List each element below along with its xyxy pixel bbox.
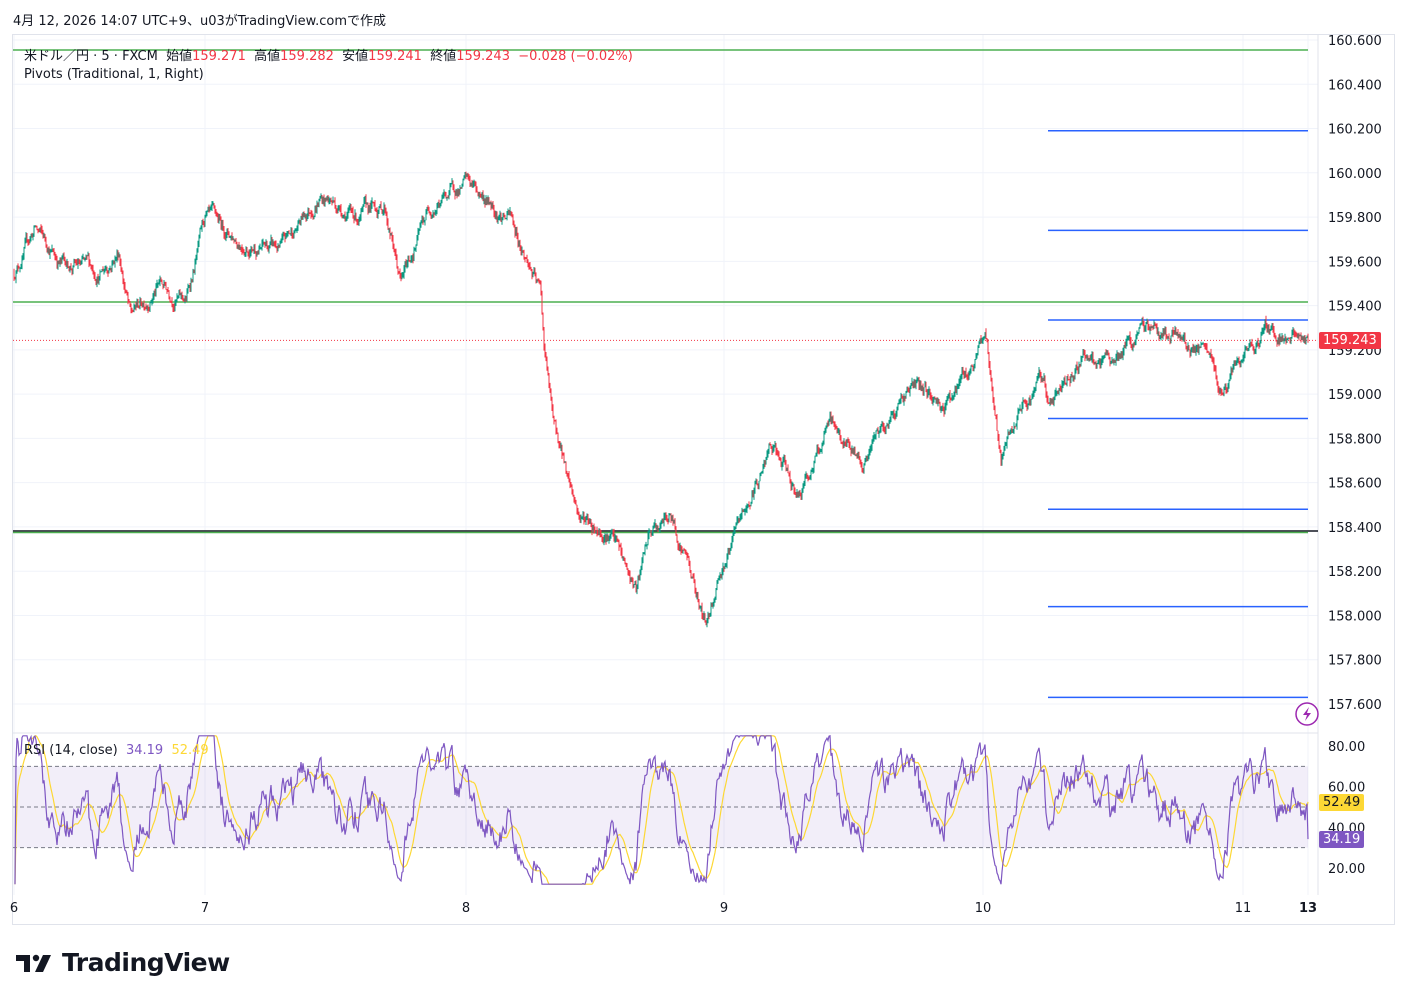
price-tick-label: 157.800 — [1328, 654, 1382, 669]
candles — [13, 171, 1309, 628]
time-tick-label: 10 — [975, 901, 992, 916]
time-tick-label: 11 — [1235, 901, 1252, 916]
last-price-badge: 159.243 — [1319, 332, 1381, 349]
rsi-badge: 34.19 — [1319, 831, 1365, 848]
price-tick-label: 158.000 — [1328, 609, 1382, 624]
rsi-tick-label: 20.00 — [1328, 862, 1365, 877]
price-tick-label: 160.000 — [1328, 167, 1382, 182]
price-tick-label: 158.800 — [1328, 432, 1382, 447]
grid — [13, 35, 1319, 895]
rsi-legend[interactable]: RSI (14, close) 34.19 52.49 — [24, 743, 209, 758]
lightning-icon[interactable] — [1295, 702, 1319, 726]
low-label: 安値 — [342, 49, 369, 64]
price-tick-label: 160.200 — [1328, 123, 1382, 138]
price-tick-label: 158.400 — [1328, 521, 1382, 536]
price-tick-label: 158.200 — [1328, 565, 1382, 580]
high-label: 高値 — [254, 49, 281, 64]
time-tick-label: 13 — [1299, 901, 1317, 916]
chart-frame — [12, 34, 1395, 925]
rsi-value: 34.19 — [125, 743, 164, 758]
change-value: −0.028 (−0.02%) — [518, 49, 633, 64]
price-tick-label: 159.400 — [1328, 300, 1382, 315]
rsi-ma-badge: 52.49 — [1319, 794, 1365, 811]
price-tick-label: 160.400 — [1328, 78, 1382, 93]
price-tick-label: 159.000 — [1328, 388, 1382, 403]
rsi-line — [14, 734, 1309, 885]
close-value: 159.243 — [456, 49, 510, 64]
high-value: 159.282 — [280, 49, 334, 64]
pivot-lines — [13, 49, 1318, 699]
rsi-tick-label: 60.00 — [1328, 781, 1365, 796]
rsi-tick-label: 80.00 — [1328, 740, 1365, 755]
time-tick-label: 7 — [201, 901, 209, 916]
time-tick-label: 8 — [462, 901, 470, 916]
time-tick-label: 9 — [720, 901, 728, 916]
rsi-pane — [13, 734, 1309, 885]
symbol-name[interactable]: 米ドル／円 · 5 · FXCM — [24, 49, 158, 64]
price-tick-label: 158.600 — [1328, 477, 1382, 492]
tradingview-logo-text: TradingView — [62, 948, 230, 977]
low-value: 159.241 — [368, 49, 422, 64]
open-label: 始値 — [166, 49, 193, 64]
open-value: 159.271 — [192, 49, 246, 64]
symbol-legend: 米ドル／円 · 5 · FXCM 始値159.271 高値159.282 安値1… — [24, 45, 633, 64]
tradingview-logo-icon — [16, 954, 51, 972]
close-label: 終値 — [430, 49, 457, 64]
axes: 160.600 160.400 160.200 160.000 159.800 159.6… — [10, 34, 1382, 916]
rsi-ma-value: 52.49 — [171, 743, 209, 758]
price-tick-label: 160.600 — [1328, 34, 1382, 49]
time-tick-label: 6 — [10, 901, 18, 916]
price-tick-label: 157.600 — [1328, 698, 1382, 713]
rsi-name: RSI (14, close) — [24, 743, 118, 758]
chart-caption: 4月 12, 2026 14:07 UTC+9、u03がTradingView.… — [13, 14, 386, 29]
tradingview-logo[interactable]: TradingView — [16, 948, 230, 977]
pivots-legend[interactable]: Pivots (Traditional, 1, Right) — [24, 67, 204, 82]
price-tick-label: 159.800 — [1328, 211, 1382, 226]
price-tick-label: 159.600 — [1328, 255, 1382, 270]
